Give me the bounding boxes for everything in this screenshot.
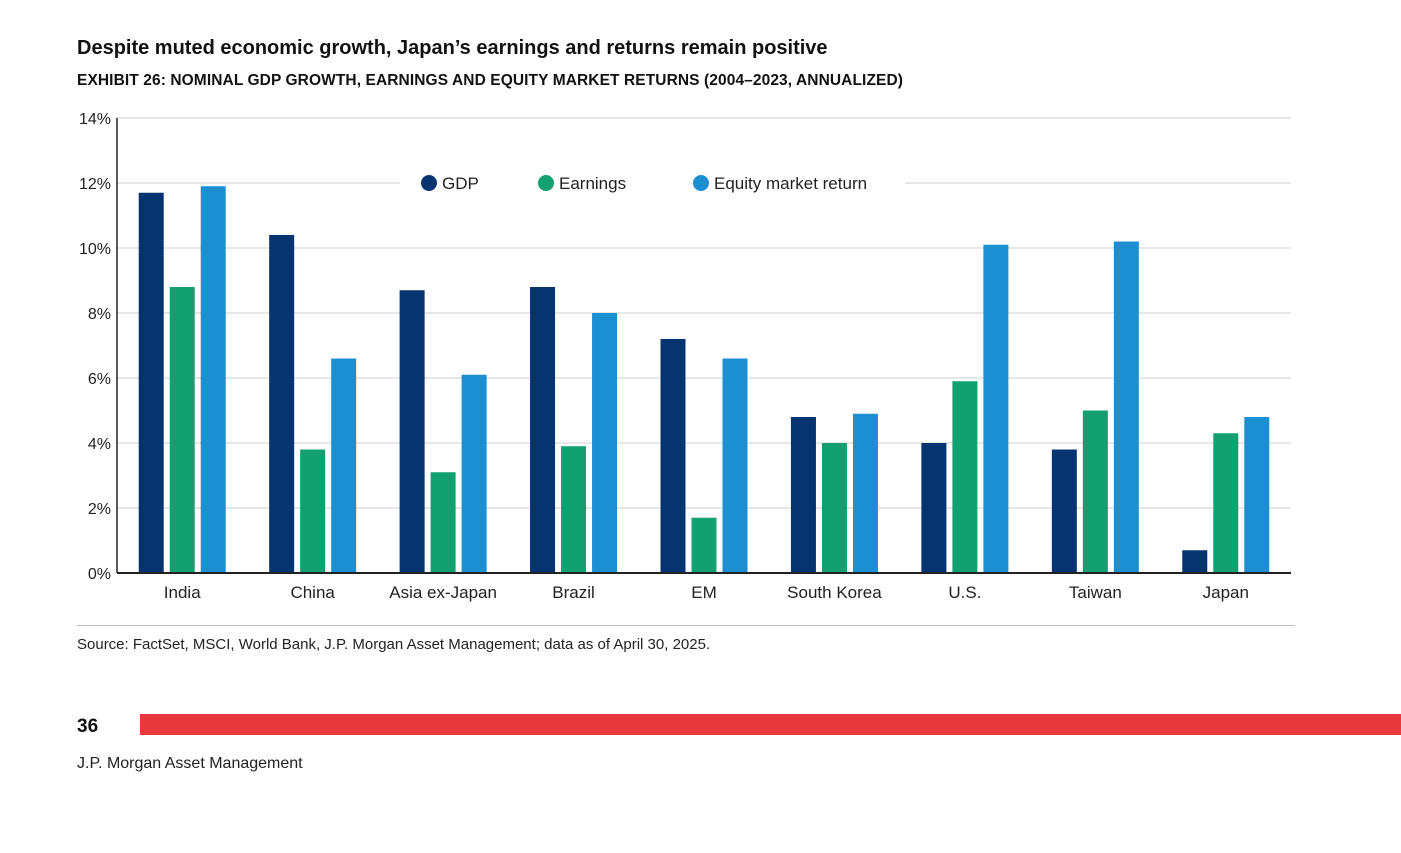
bar-earnings-brazil [561,446,587,573]
legend-label: GDP [442,174,479,193]
bar-gdp-china [269,235,295,573]
chart-title: Despite muted economic growth, Japan’s e… [77,37,828,59]
bar-gdp-brazil [530,287,556,573]
bar-gdp-taiwan [1051,449,1077,573]
bar-earnings-china [300,449,326,573]
y-tick-label: 6% [88,371,111,388]
footer-company: J.P. Morgan Asset Management [77,755,303,772]
bar-earnings-south-korea [821,443,847,573]
accent-bar [140,714,1401,735]
bar-earnings-em [691,517,717,573]
bar-gdp-japan [1182,550,1208,573]
y-tick-label: 4% [88,436,111,453]
chart-subtitle: EXHIBIT 26: NOMINAL GDP GROWTH, EARNINGS… [77,72,904,89]
bar-gdp-asia-ex-japan [399,290,425,573]
x-tick-label: South Korea [787,583,882,602]
bar-chart: 0% 2% 4% 6% 8% 10% 12% 14% GDP Earnings Equity mar… [79,111,1291,602]
legend-label: Equity market return [714,174,867,193]
legend-marker-earnings [538,175,554,191]
bar-equity-market-return-asia-ex-japan [461,374,487,573]
bar-earnings-india [169,287,195,573]
bar-equity-market-return-u-s- [983,244,1009,573]
bar-earnings-u-s- [952,381,978,573]
bar-gdp-south-korea [790,417,816,573]
bar-earnings-taiwan [1082,410,1108,573]
bar-equity-market-return-china [331,358,357,573]
bar-equity-market-return-em [722,358,748,573]
bar-gdp-u-s- [921,443,947,573]
x-tick-label: India [164,583,201,602]
x-tick-label: Asia ex-Japan [389,583,497,602]
legend-label: Earnings [559,174,626,193]
page-number: 36 [77,716,99,737]
x-tick-label: Taiwan [1069,583,1122,602]
y-tick-label: 14% [79,111,111,128]
bar-gdp-em [660,339,686,573]
x-tick-label: Japan [1203,583,1249,602]
bar-earnings-asia-ex-japan [430,472,456,573]
x-tick-label: U.S. [948,583,981,602]
bar-equity-market-return-taiwan [1113,241,1139,573]
bar-equity-market-return-south-korea [852,413,878,573]
bar-equity-market-return-japan [1244,417,1270,573]
y-tick-label: 12% [79,176,111,193]
bar-gdp-india [138,192,164,573]
legend-background [400,171,905,195]
source-note: Source: FactSet, MSCI, World Bank, J.P. … [77,636,711,653]
bar-equity-market-return-india [200,186,226,573]
bar-equity-market-return-brazil [592,313,618,573]
x-tick-label: EM [691,583,717,602]
legend-marker-equity-market-return [693,175,709,191]
source-divider [77,625,1295,626]
y-tick-label: 10% [79,241,111,258]
y-tick-label: 0% [88,566,111,583]
x-tick-label: Brazil [552,583,595,602]
legend-marker-gdp [421,175,437,191]
y-tick-label: 2% [88,501,111,518]
y-tick-label: 8% [88,306,111,323]
bar-earnings-japan [1213,433,1239,573]
x-tick-label: China [290,583,335,602]
